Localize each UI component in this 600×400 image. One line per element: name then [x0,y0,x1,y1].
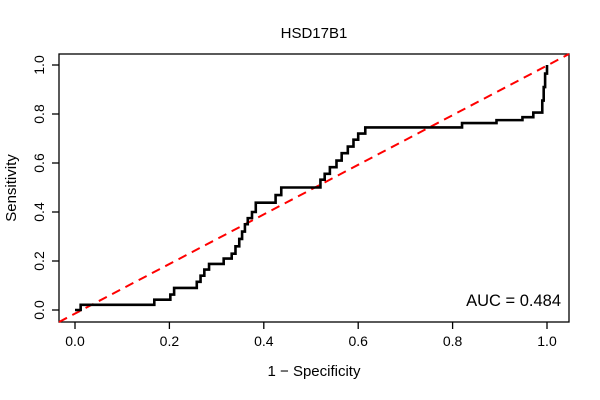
x-axis-title: 1 − Specificity [268,363,361,380]
y-tick-label: 0.8 [31,104,47,124]
y-tick-label: 0.2 [31,251,47,271]
plot-frame [58,53,570,323]
x-tick-label: 0.8 [443,333,463,349]
y-tick-label: 0.6 [31,153,47,173]
auc-annotation: AUC = 0.484 [466,292,561,310]
roc-curve [75,65,549,312]
y-axis: 0.0 0.2 0.4 0.6 0.8 1.0 [31,55,59,320]
x-tick-label: 1.0 [537,333,557,349]
x-axis: 0.0 0.2 0.4 0.6 0.8 1.0 [65,322,557,349]
y-axis-title: Sensitivity [3,154,20,222]
y-tick-label: 0.0 [31,300,47,320]
x-tick-label: 0.4 [254,333,274,349]
x-tick-label: 0.2 [160,333,180,349]
x-tick-label: 0.0 [65,333,85,349]
x-tick-label: 0.6 [348,333,368,349]
chart-title: HSD17B1 [281,25,348,42]
y-tick-label: 0.4 [31,202,47,222]
y-tick-label: 1.0 [31,55,47,75]
